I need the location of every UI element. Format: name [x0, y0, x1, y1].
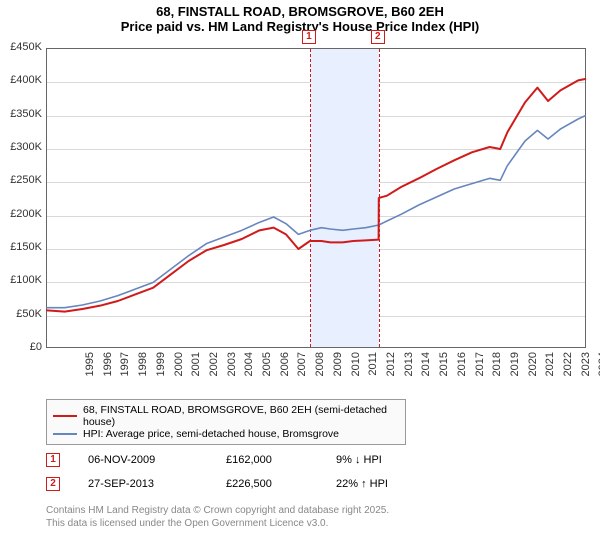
y-axis-label: £450K — [0, 41, 42, 53]
series-property — [47, 79, 585, 312]
legend-label: HPI: Average price, semi-detached house,… — [83, 428, 339, 440]
x-axis-label: 1995 — [84, 352, 96, 392]
sale-row-marker: 1 — [46, 453, 60, 467]
x-axis-label: 1998 — [137, 352, 149, 392]
legend-swatch — [53, 415, 77, 417]
x-axis-label: 2012 — [385, 352, 397, 392]
x-axis-label: 2008 — [314, 352, 326, 392]
y-axis-label: £400K — [0, 74, 42, 86]
title-line1: 68, FINSTALL ROAD, BROMSGROVE, B60 2EH — [0, 4, 600, 19]
legend-label: 68, FINSTALL ROAD, BROMSGROVE, B60 2EH (… — [83, 404, 399, 428]
x-axis-label: 2022 — [562, 352, 574, 392]
y-axis-label: £100K — [0, 274, 42, 286]
y-axis-label: £150K — [0, 241, 42, 253]
legend-box: 68, FINSTALL ROAD, BROMSGROVE, B60 2EH (… — [46, 399, 406, 445]
y-axis-label: £200K — [0, 208, 42, 220]
x-axis-label: 2023 — [580, 352, 592, 392]
legend-item-hpi: HPI: Average price, semi-detached house,… — [53, 428, 399, 440]
sale-price: £162,000 — [226, 454, 272, 466]
x-axis-label: 2019 — [509, 352, 521, 392]
x-axis-label: 2010 — [350, 352, 362, 392]
sale-marker-1: 1 — [302, 30, 316, 44]
sale-date: 27-SEP-2013 — [88, 478, 154, 490]
legend-swatch — [53, 433, 77, 435]
x-axis-label: 2002 — [208, 352, 220, 392]
sale-row-1: 1 06-NOV-2009 £162,000 9% ↓ HPI — [46, 448, 600, 472]
y-axis-label: £350K — [0, 108, 42, 120]
chart-plot-area — [46, 48, 586, 348]
page-title: 68, FINSTALL ROAD, BROMSGROVE, B60 2EH P… — [0, 4, 600, 34]
x-axis-label: 2017 — [474, 352, 486, 392]
sale-row-marker: 2 — [46, 477, 60, 491]
x-axis-label: 2013 — [403, 352, 415, 392]
sale-marker-2: 2 — [371, 30, 385, 44]
x-axis-label: 2006 — [279, 352, 291, 392]
x-axis-label: 2015 — [438, 352, 450, 392]
chart-lines — [47, 49, 587, 349]
legend-item-property: 68, FINSTALL ROAD, BROMSGROVE, B60 2EH (… — [53, 404, 399, 428]
x-axis-label: 2001 — [190, 352, 202, 392]
x-axis-label: 1996 — [102, 352, 114, 392]
x-axis-label: 2016 — [456, 352, 468, 392]
x-axis-label: 2009 — [332, 352, 344, 392]
x-axis-label: 2004 — [243, 352, 255, 392]
x-axis-label: 2018 — [491, 352, 503, 392]
x-axis-label: 2020 — [527, 352, 539, 392]
x-axis-label: 2011 — [367, 352, 379, 392]
footer-line2: This data is licensed under the Open Gov… — [46, 517, 389, 530]
series-hpi — [47, 116, 585, 308]
x-axis-label: 2000 — [173, 352, 185, 392]
x-axis-label: 2003 — [226, 352, 238, 392]
y-axis-label: £0 — [0, 341, 42, 353]
title-line2: Price paid vs. HM Land Registry's House … — [0, 19, 600, 34]
x-axis-label: 2021 — [544, 352, 556, 392]
footer-line1: Contains HM Land Registry data © Crown c… — [46, 504, 389, 517]
footer-attribution: Contains HM Land Registry data © Crown c… — [46, 504, 389, 530]
sale-delta: 9% ↓ HPI — [336, 454, 382, 466]
sale-delta: 22% ↑ HPI — [336, 478, 388, 490]
y-axis-label: £250K — [0, 174, 42, 186]
y-axis-label: £300K — [0, 141, 42, 153]
x-axis-label: 2014 — [420, 352, 432, 392]
sale-price: £226,500 — [226, 478, 272, 490]
x-axis-label: 1997 — [119, 352, 131, 392]
x-axis-label: 2005 — [261, 352, 273, 392]
sale-row-2: 2 27-SEP-2013 £226,500 22% ↑ HPI — [46, 472, 600, 496]
x-axis-label: 1999 — [155, 352, 167, 392]
y-axis-label: £50K — [0, 308, 42, 320]
x-axis-label: 2007 — [296, 352, 308, 392]
sale-date: 06-NOV-2009 — [88, 454, 155, 466]
